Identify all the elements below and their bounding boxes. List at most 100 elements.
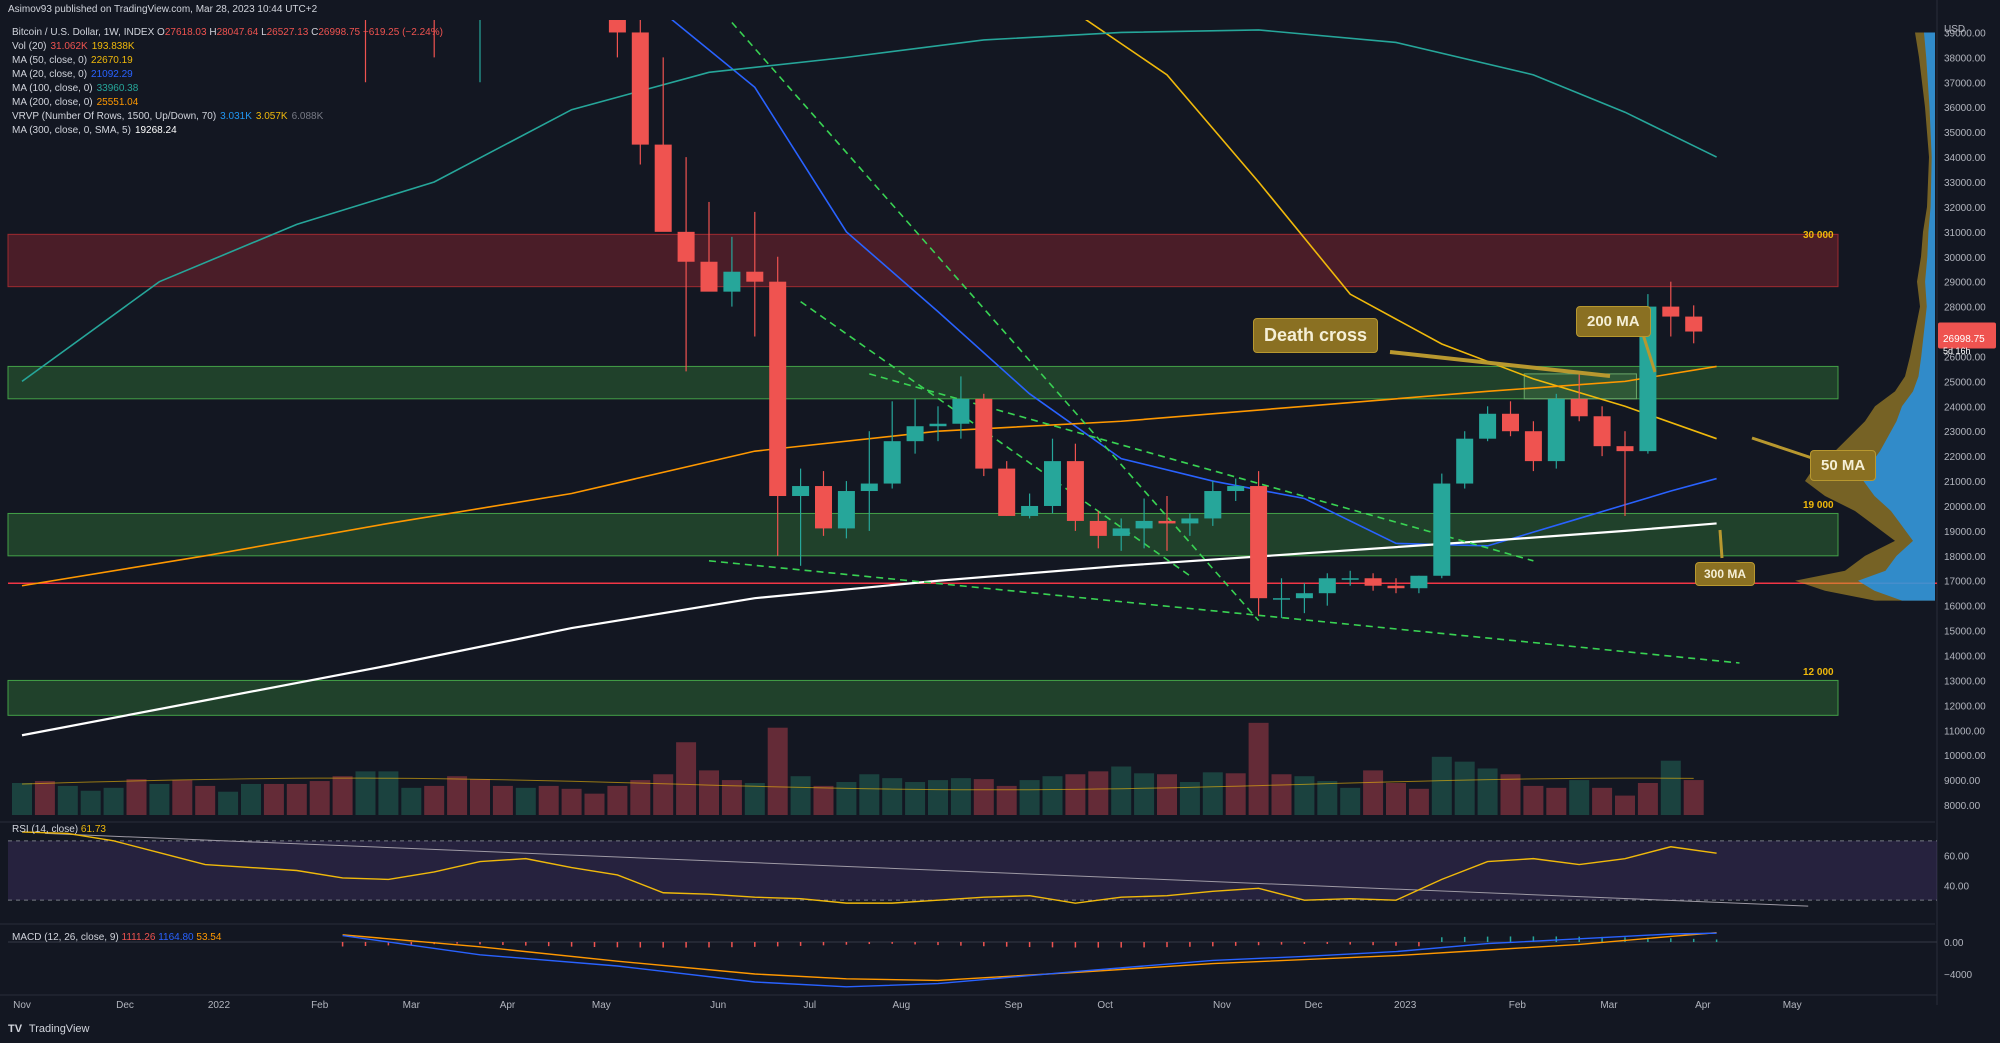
candle-body [654, 144, 672, 232]
candle-body [1341, 578, 1359, 580]
price-axis-tick: 21000.00 [1944, 477, 1986, 488]
time-axis-label: 2022 [208, 1000, 231, 1011]
legend-row-value: 21092.29 [91, 69, 133, 80]
volume-bar [996, 785, 1017, 815]
ma200-label: 200 MA [1576, 306, 1651, 337]
volume-bar [584, 793, 605, 815]
ohlc-change: −619.25 (−2.24%) [362, 27, 443, 38]
volume-bar [1157, 774, 1177, 815]
legend-row-value: 25551.04 [96, 97, 139, 108]
legend-row: MA (200, close, 0) 25551.04 [12, 96, 443, 110]
volume-bar [492, 785, 513, 815]
death-cross-label: Death cross [1253, 318, 1379, 353]
volume-bar [744, 782, 765, 815]
volume-bar [607, 785, 628, 815]
time-axis-label: May [592, 1000, 611, 1011]
price-axis-tick: 36000.00 [1944, 103, 1986, 114]
volume-bar [57, 785, 78, 815]
legend-row: Vol (20) 31.062K 193.838K [12, 40, 443, 54]
rsi-trendline [44, 832, 1809, 907]
candle-body [1364, 578, 1382, 586]
candle-body [1044, 461, 1061, 506]
price-axis-tick: 31000.00 [1944, 228, 1986, 239]
price-axis-tick: 37000.00 [1944, 78, 1986, 89]
volume-bar [1317, 781, 1338, 815]
price-axis-currency: USD [1944, 24, 1965, 35]
legend-rows: Vol (20) 31.062K 193.838K MA (50, close, 0)… [12, 40, 443, 138]
price-axis-tick: 9000.00 [1944, 776, 1981, 787]
volume-bar [1294, 776, 1315, 815]
candle-body [1410, 575, 1428, 589]
candle-body [929, 423, 947, 427]
ohlc-o-label: O [157, 27, 165, 38]
time-axis-label: Apr [500, 1000, 516, 1011]
volume-bar [1523, 785, 1544, 815]
volume-bar [721, 780, 742, 815]
candle-body [1295, 593, 1313, 599]
price-axis-tick: 30000.00 [1944, 253, 1986, 264]
volume-bar [630, 780, 651, 815]
legend-row-label: MA (300, close, 0, SMA, 5) [12, 125, 131, 136]
legend-row-value: 3.031K [220, 111, 252, 122]
candle-body [1135, 520, 1153, 529]
volume-bar [241, 783, 261, 815]
candle-body [1318, 578, 1336, 594]
candle-body [1387, 585, 1405, 589]
candle-body [975, 398, 993, 469]
candle-body [608, 20, 626, 33]
candle-body [1547, 398, 1565, 462]
candle-body [1021, 505, 1039, 516]
volume-ma-line [21, 777, 1694, 791]
candle-body [860, 483, 878, 492]
legend-row-value: 193.838K [91, 41, 135, 52]
volume-bar [355, 771, 376, 815]
volume-bar [813, 785, 834, 815]
price-axis-tick: 19000.00 [1944, 527, 1986, 538]
moving-average-line [21, 29, 1717, 383]
volume-bar [1363, 770, 1384, 815]
volume-bar [1019, 780, 1040, 815]
volume-bar [1134, 773, 1155, 815]
volume-bar [859, 774, 880, 815]
volume-bar [561, 788, 582, 815]
price-axis-tick: 38000.00 [1944, 53, 1986, 64]
candle-body [1524, 431, 1542, 462]
ohlc-c-value: 26998.75 [318, 27, 361, 38]
rsi-axis-tick: 40.00 [1944, 881, 1969, 892]
footer-brand[interactable]: TV TradingView [8, 1023, 89, 1035]
price-axis-tick: 35000.00 [1944, 128, 1986, 139]
price-axis-tick: 12000.00 [1944, 701, 1986, 712]
price-axis-tick: 23000.00 [1944, 427, 1986, 438]
macd-value-1: 1111.26 [121, 932, 156, 943]
candle-body [1456, 438, 1474, 484]
volume-bar [332, 776, 353, 815]
volume-bar [195, 785, 216, 815]
legend-row: MA (50, close, 0) 22670.19 [12, 54, 443, 68]
candle-body [631, 32, 649, 145]
candle-body [1616, 446, 1634, 452]
legend-row-value: 33960.38 [96, 83, 139, 94]
volume-bar [1431, 756, 1452, 815]
level-19000-label: 19 000 [1803, 500, 1834, 511]
volume-bar [1271, 774, 1292, 815]
volume-bar [1454, 761, 1475, 815]
volume-bar [401, 787, 422, 815]
trendline [708, 560, 1740, 664]
candle-body [998, 468, 1016, 516]
volume-bar [424, 785, 445, 815]
volume-bar [126, 779, 147, 815]
volume-bar [1477, 768, 1498, 815]
volume-bar [378, 771, 399, 815]
candle-body [1273, 598, 1290, 600]
price-axis-tick: 18000.00 [1944, 552, 1986, 563]
legend-row-label: VRVP (Number Of Rows, 1500, Up/Down, 70) [12, 111, 217, 122]
ohlc-l-label: L [261, 27, 267, 38]
volume-bar [286, 783, 307, 815]
time-axis-label: Nov [13, 1000, 31, 1011]
legend-row-label: MA (50, close, 0) [12, 55, 88, 66]
symbol-name: Bitcoin / U.S. Dollar, 1W, INDEX [12, 27, 155, 38]
volume-bar [149, 783, 170, 815]
volume-bar [1592, 787, 1613, 815]
